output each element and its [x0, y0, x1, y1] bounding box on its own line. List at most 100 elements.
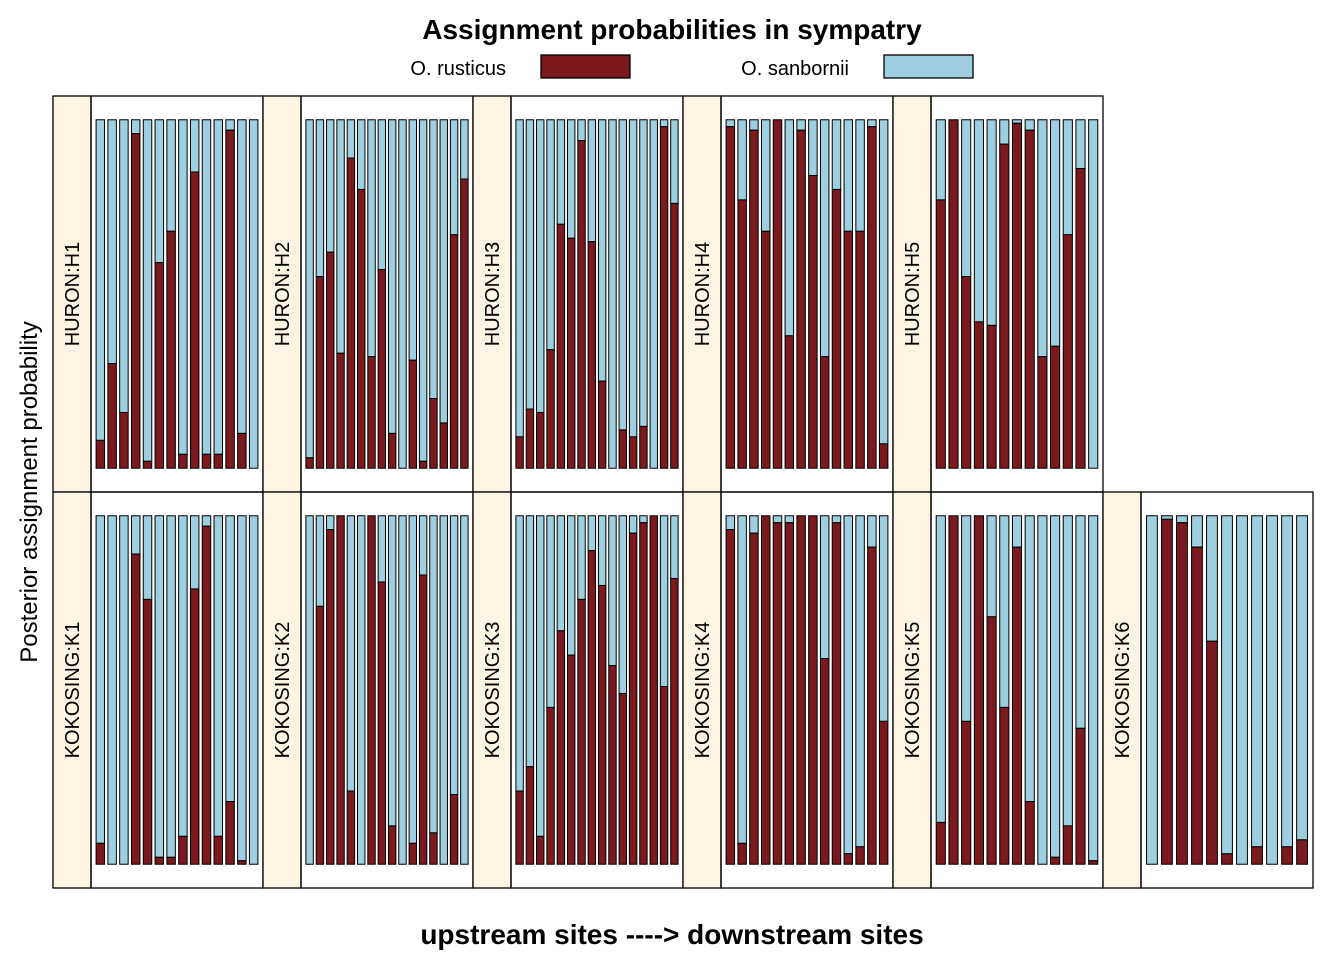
bar-9 — [819, 119, 830, 469]
bar-sanbornii — [398, 515, 407, 865]
bar-sanbornii — [639, 119, 648, 427]
bar-sanbornii — [749, 515, 759, 534]
bar-sanbornii — [855, 119, 865, 232]
bar-sanbornii — [377, 119, 387, 271]
bar-rusticus — [831, 522, 842, 865]
bar-rusticus — [1221, 853, 1233, 865]
bar-7 — [577, 119, 586, 469]
bar-sanbornii — [999, 515, 1010, 708]
bar-14 — [878, 119, 889, 469]
bar-8 — [1024, 119, 1035, 469]
panel-strip — [892, 491, 932, 889]
bar-9 — [597, 515, 607, 865]
bar-rusticus — [154, 262, 165, 469]
bar-13 — [639, 119, 648, 469]
bar-rusticus — [878, 720, 889, 865]
bar-15 — [449, 119, 459, 469]
bar-sanbornii — [878, 119, 889, 445]
bar-rusticus — [556, 223, 566, 469]
bar-2 — [107, 515, 117, 865]
bar-rusticus — [843, 230, 854, 469]
bar-12 — [628, 119, 638, 469]
bar-sanbornii — [659, 515, 669, 688]
bar-sanbornii — [1266, 515, 1278, 865]
bar-5 — [986, 119, 997, 469]
bar-rusticus — [525, 408, 535, 469]
bar-rusticus — [1075, 727, 1086, 865]
bar-3 — [326, 515, 335, 865]
strip-label: HURON:H1 — [62, 242, 84, 346]
bar-7 — [166, 119, 176, 469]
bar-rusticus — [1161, 518, 1173, 865]
bar-sanbornii — [166, 119, 176, 232]
bar-rusticus — [189, 171, 200, 469]
bar-rusticus — [130, 553, 141, 865]
bar-sanbornii — [961, 119, 972, 278]
legend-swatch-rusticus — [540, 54, 631, 79]
bar-sanbornii — [356, 119, 366, 190]
bar-rusticus — [772, 522, 783, 865]
bar-rusticus — [1050, 345, 1061, 469]
bar-3 — [536, 119, 545, 469]
bar-rusticus — [1191, 546, 1203, 865]
bar-sanbornii — [536, 119, 545, 413]
bar-rusticus — [130, 133, 141, 469]
bar-rusticus — [855, 846, 865, 865]
bar-sanbornii — [95, 515, 106, 844]
bar-8 — [1251, 515, 1263, 865]
bar-rusticus — [796, 515, 806, 865]
bar-sanbornii — [142, 119, 153, 462]
bar-sanbornii — [819, 515, 830, 660]
bar-rusticus — [367, 515, 376, 865]
bar-rusticus — [796, 129, 806, 469]
bar-6 — [154, 515, 165, 865]
bar-sanbornii — [305, 119, 314, 459]
bar-sanbornii — [95, 119, 106, 441]
strip-label: KOKOSING:K2 — [272, 622, 294, 759]
bar-15 — [659, 515, 669, 865]
bar-rusticus — [439, 422, 448, 469]
bar-6 — [784, 515, 795, 865]
bar-12 — [418, 119, 428, 469]
bar-rusticus — [948, 515, 959, 865]
bar-9 — [1037, 515, 1048, 865]
bar-6 — [356, 515, 366, 865]
bar-rusticus — [986, 616, 997, 865]
bar-sanbornii — [1024, 119, 1035, 131]
bar-rusticus — [784, 335, 795, 469]
bar-2 — [948, 515, 959, 865]
bar-sanbornii — [237, 119, 247, 434]
panel-kokosing-k5: KOKOSING:K5 — [892, 491, 1104, 889]
strip-label: HURON:H4 — [692, 242, 714, 346]
bar-2 — [107, 119, 117, 469]
bar-11 — [408, 119, 418, 469]
bar-11 — [1296, 515, 1308, 865]
bar-1 — [1146, 515, 1158, 865]
bar-4 — [973, 515, 984, 865]
bar-sanbornii — [737, 515, 747, 844]
bar-13 — [429, 119, 438, 469]
bar-8 — [377, 515, 387, 865]
bar-rusticus — [1075, 168, 1086, 469]
bar-rusticus — [819, 658, 830, 865]
bar-4 — [760, 515, 771, 865]
panel-huron-h3: HURON:H3 — [472, 95, 684, 493]
bar-4 — [1191, 515, 1203, 865]
bar-sanbornii — [556, 515, 566, 632]
strip-label: HURON:H2 — [272, 242, 294, 346]
bar-sanbornii — [618, 515, 628, 694]
bar-14 — [649, 119, 658, 469]
bar-rusticus — [418, 460, 428, 469]
bar-sanbornii — [878, 515, 889, 722]
bar-4 — [546, 119, 555, 469]
bar-1 — [725, 515, 736, 865]
bar-5 — [772, 119, 783, 469]
bar-14 — [439, 119, 448, 469]
bar-sanbornii — [566, 119, 576, 239]
bar-sanbornii — [1075, 119, 1086, 170]
bar-sanbornii — [796, 119, 806, 131]
panel-strip — [52, 491, 92, 889]
bar-sanbornii — [166, 515, 176, 858]
bar-12 — [418, 515, 428, 865]
bar-sanbornii — [408, 119, 418, 361]
